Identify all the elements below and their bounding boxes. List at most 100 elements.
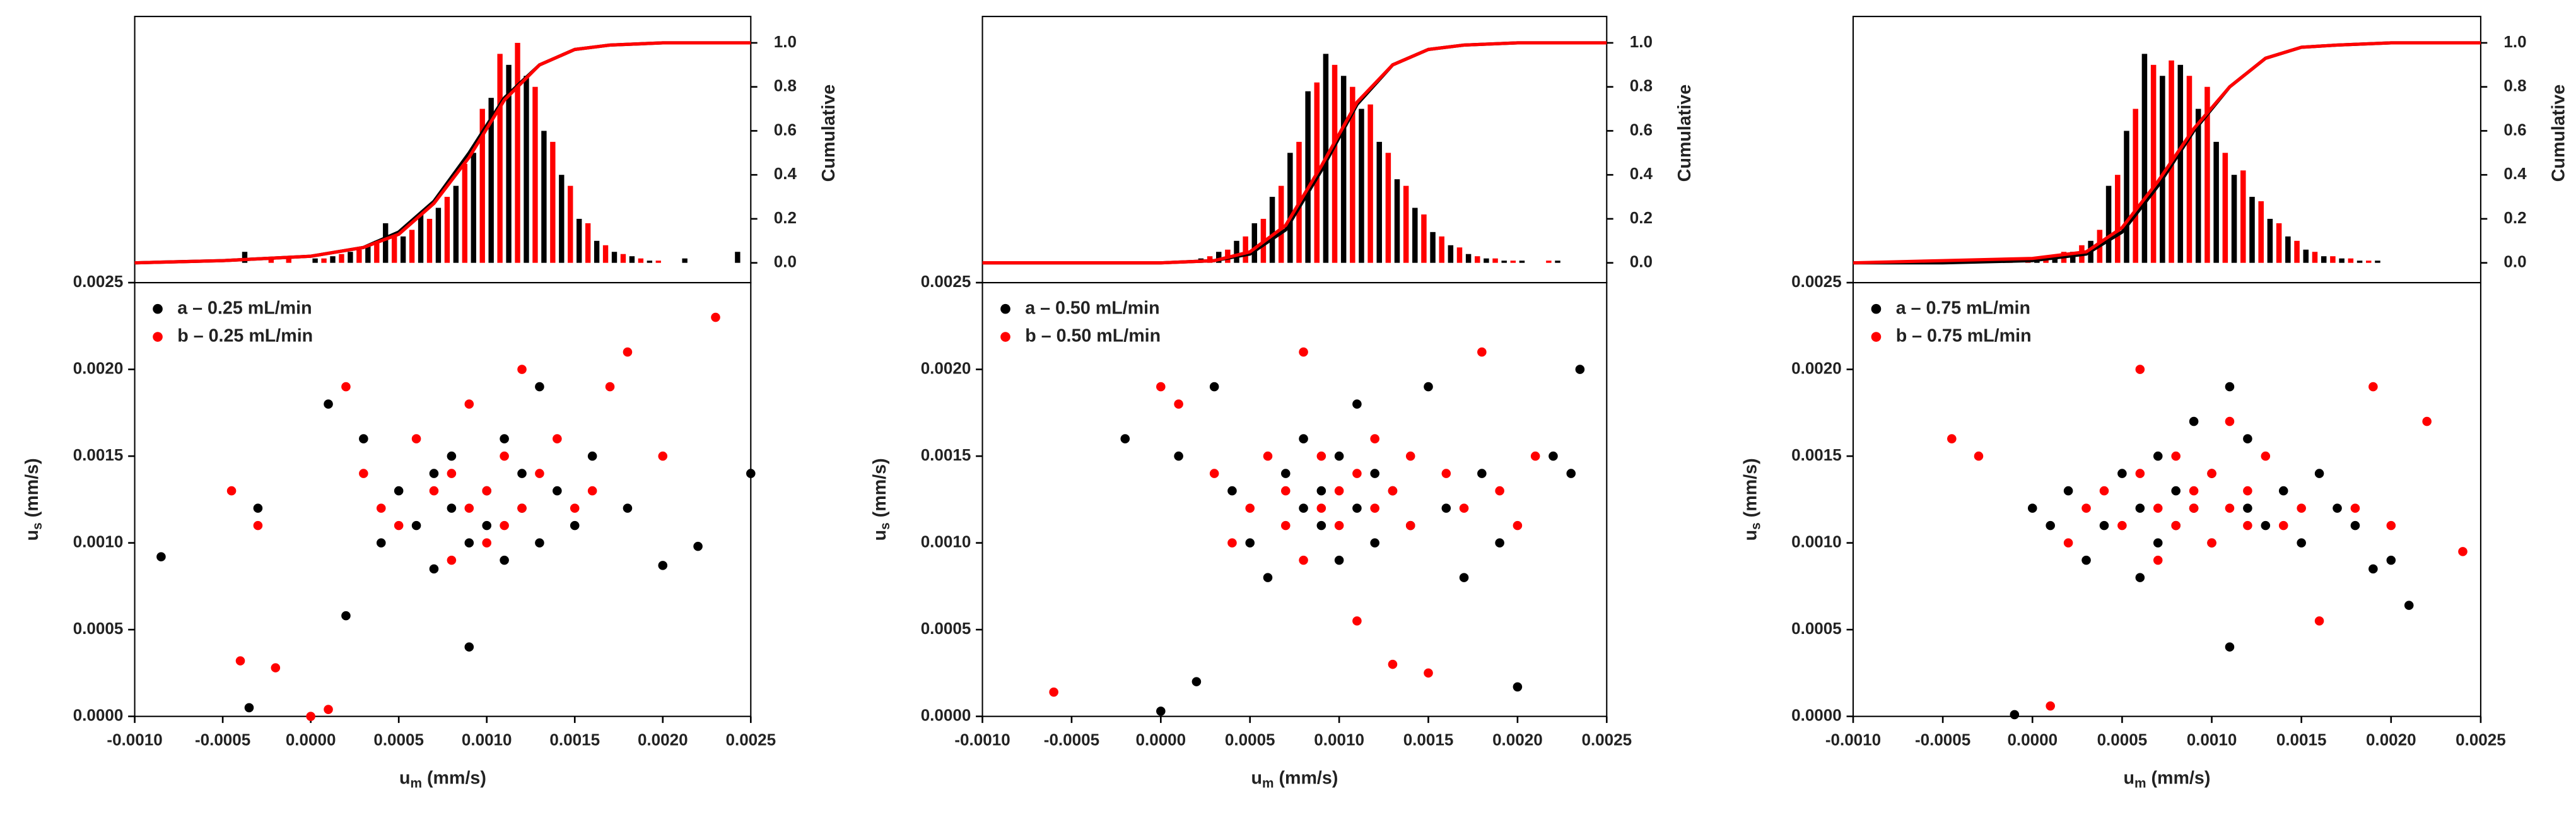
scatter-point [1352, 399, 1362, 409]
hist-bar [2150, 64, 2157, 263]
label-base: u [1251, 768, 1262, 788]
scatter-point [2243, 520, 2252, 531]
y2-tick-label: 0.2 [1630, 208, 1653, 227]
scatter-point [2278, 520, 2288, 531]
scatter-point [1245, 538, 1255, 548]
scatter-point [623, 347, 633, 357]
label-sub: m [2134, 776, 2146, 790]
scatter-point [1299, 434, 1308, 443]
scatter-point [1227, 538, 1237, 548]
scatter-point [2171, 520, 2181, 531]
hist-bar [1465, 254, 1472, 263]
y-tick-label: 0.0015 [921, 445, 971, 464]
y2-tick-label: 0.8 [774, 76, 797, 95]
scatter-point [1049, 687, 1058, 697]
scatter-point [1299, 555, 1308, 565]
y-axis-label: us (mm/s) [22, 458, 45, 541]
scatter-point [1575, 365, 1585, 374]
hist-bar [1412, 208, 1418, 263]
x-tick-label: 0.0020 [1492, 730, 1543, 749]
scatter-point [376, 503, 386, 513]
hist-bar [568, 185, 573, 263]
x-tick-label: 0.0010 [462, 730, 512, 749]
scatter-point [464, 503, 474, 513]
hist-bar [330, 256, 336, 263]
y2-tick-label: 0.8 [1630, 76, 1653, 95]
hist-bar [356, 249, 362, 263]
y-axis-label: us (mm/s) [870, 458, 893, 541]
x-tick-label: 0.0010 [2187, 730, 2237, 749]
x-tick-label: -0.0010 [954, 730, 1010, 749]
hist-bar [735, 252, 741, 263]
y-tick-label: 0.0000 [1791, 706, 1842, 725]
hist-bar [2258, 201, 2264, 263]
scatter-point [1513, 682, 1523, 692]
scatter-point [324, 705, 333, 714]
legend-marker [1000, 332, 1010, 342]
scatter-point [1316, 451, 1326, 461]
scatter-point [2189, 486, 2199, 496]
cumulative-line [1853, 41, 2481, 265]
hist-bar [2365, 261, 2372, 263]
hist-bar [1546, 261, 1552, 263]
scatter-point [2314, 469, 2324, 478]
scatter-point [1370, 469, 1379, 478]
y-tick-label: 0.0015 [1791, 445, 1842, 464]
scatter-point [1156, 707, 1166, 716]
hist-bar [1234, 240, 1239, 263]
label-sub: s [1748, 522, 1763, 530]
hist-bar [1367, 104, 1373, 263]
hist-bar [506, 64, 512, 263]
y2-tick-label: 0.6 [1630, 120, 1653, 139]
scatter-point [324, 399, 333, 409]
hist-bar [2375, 261, 2380, 263]
hist-bar [602, 245, 609, 263]
scatter-point [1974, 451, 1984, 461]
hist-bar [1251, 223, 1258, 263]
hist-bar [1484, 258, 1489, 263]
x-axis-label: um (mm/s) [2124, 768, 2211, 790]
hist-bar [1287, 153, 1293, 263]
x-axis-label: um (mm/s) [1251, 768, 1338, 790]
scatter-point [1316, 520, 1326, 531]
y2-tick-label: 1.0 [774, 32, 797, 51]
y2-tick-label: 0.0 [2503, 252, 2526, 271]
hist-bar [585, 223, 591, 263]
scatter-point [2368, 382, 2378, 392]
scatter-point [1334, 451, 1344, 461]
scatter-point [587, 451, 597, 461]
scatter-point [517, 469, 527, 478]
scatter-point [2404, 601, 2414, 610]
scatter-point [2135, 573, 2145, 582]
scatter-point [2189, 416, 2199, 426]
hist-bar [611, 252, 618, 263]
scatter-point [1263, 573, 1273, 582]
scatter-point [2333, 503, 2342, 513]
scatter-point [605, 382, 615, 392]
x-tick-label: 0.0005 [1225, 730, 1275, 749]
scatter-point [1174, 399, 1183, 409]
hist-bar [2105, 185, 2112, 263]
hist-bar [2321, 256, 2327, 263]
hist-bar [1376, 141, 1382, 263]
scatter-point [1477, 347, 1487, 357]
scatter-point [1513, 520, 1523, 531]
scatter-point [587, 486, 597, 496]
plot-frame [1852, 16, 2481, 284]
hist-bar [2177, 64, 2184, 263]
scatter-point [2261, 451, 2271, 461]
x-tick-label: 0.0025 [1581, 730, 1632, 749]
scatter-point [447, 555, 457, 565]
x-tick-label: -0.0005 [1915, 730, 1970, 749]
scatter-point [244, 703, 254, 713]
scatter-point [1334, 555, 1344, 565]
scatter-point [1549, 451, 1558, 461]
scatter-point [253, 520, 263, 531]
hist-bar [2195, 108, 2201, 263]
scatter-point [2297, 503, 2306, 513]
scatter-point [2207, 469, 2216, 478]
scatter-point [1566, 469, 1576, 478]
scatter-point [500, 451, 509, 461]
scatter-point [359, 469, 368, 478]
hist-bar [1359, 108, 1364, 263]
